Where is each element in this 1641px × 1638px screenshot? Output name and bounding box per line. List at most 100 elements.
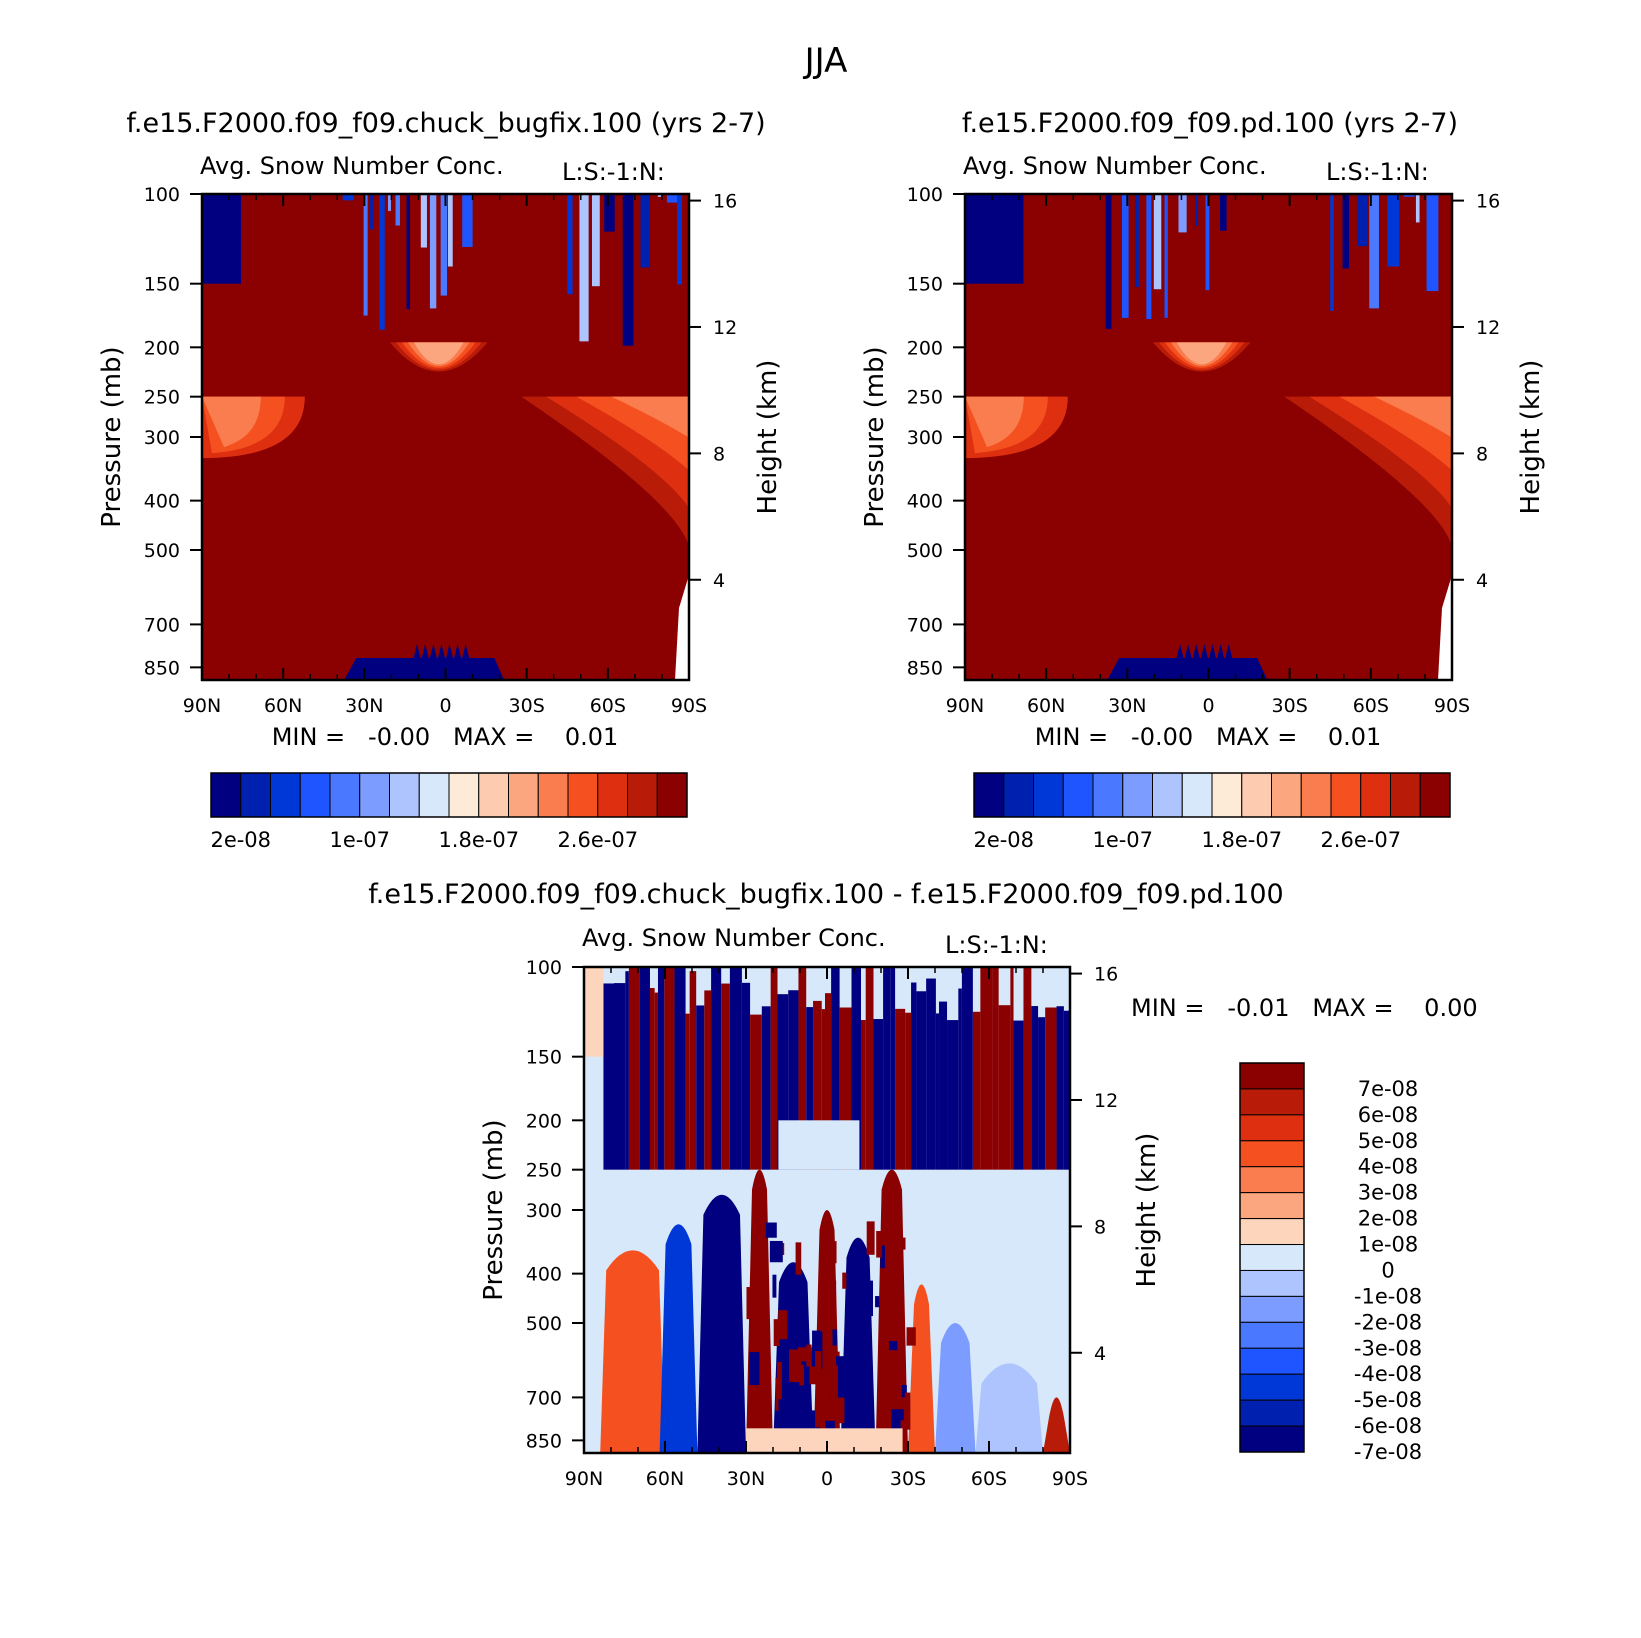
colorbar-box	[240, 772, 271, 818]
diff-band	[908, 1284, 935, 1453]
panel-a-ylabel: Pressure (mb)	[97, 346, 127, 527]
colorbar-box	[1300, 772, 1332, 818]
colorbar-label: 4e-08	[1358, 1155, 1419, 1179]
field-surface-spike	[1200, 643, 1209, 660]
colorbar-box	[1003, 772, 1034, 818]
diff-streak	[935, 1013, 940, 1170]
diff-noise	[861, 1388, 868, 1408]
field-wedge-sh	[576, 396, 689, 515]
colorbar-frame	[1239, 1062, 1305, 1453]
x-tick-label: 30S	[890, 1468, 926, 1490]
field-streak	[657, 194, 662, 197]
y-tick-label: 250	[144, 387, 180, 409]
y-tick-label: 700	[144, 614, 180, 636]
diff-band	[697, 1194, 746, 1453]
diff-band	[1043, 1397, 1070, 1453]
diff-noise	[769, 1240, 783, 1263]
diff-streak	[761, 1006, 771, 1170]
field-surface-spike	[1208, 643, 1217, 660]
x-tick-label: 0	[821, 1468, 833, 1490]
field-streak	[604, 194, 615, 232]
panel-c: f.e15.F2000.f09_f09.chuck_bugfix.100 - f…	[368, 879, 1477, 1490]
y-tick-label: 200	[907, 337, 943, 359]
colorbar-box	[210, 772, 242, 818]
field-wedge-sh	[611, 396, 689, 487]
diff-streak	[831, 967, 840, 1170]
y2-tick-label: 4	[1476, 570, 1488, 592]
field-streak	[677, 194, 682, 285]
colorbar-box	[1239, 1140, 1305, 1168]
field-surface-spike	[1176, 643, 1185, 660]
x-tick-label: 90S	[1434, 695, 1470, 717]
diff-noise	[851, 1387, 858, 1407]
y-tick-label: 400	[144, 491, 180, 513]
panel-b-axes: 90N 60N 30N 0 30S 60S 90S 100 150 200 250 300 400 500…	[907, 184, 1500, 717]
colorbar-label: -1e-08	[1354, 1284, 1422, 1308]
y-tick-label: 100	[526, 957, 562, 979]
field-streak	[1330, 194, 1334, 311]
diff-noise	[797, 1347, 807, 1362]
diff-streak	[674, 967, 686, 1170]
colorbar-label: 1e-07	[329, 828, 390, 852]
panel-b-subtitle: Avg. Snow Number Conc.	[963, 152, 1267, 180]
diff-noise	[757, 1385, 763, 1416]
panel-b-title: f.e15.F2000.f09_f09.pd.100 (yrs 2-7)	[962, 108, 1458, 139]
field-streak	[622, 194, 634, 346]
field-streak	[1426, 194, 1439, 292]
colorbar-box	[448, 772, 480, 818]
field-streak	[591, 194, 600, 287]
y2-tick-label: 12	[1094, 1090, 1118, 1112]
diff-noise	[853, 1339, 859, 1368]
x-tick-label: 90N	[946, 695, 984, 717]
diff-streak	[654, 992, 658, 1170]
field-wedge-nh	[202, 396, 261, 448]
diff-streak	[657, 967, 665, 1170]
x-tick-label: 60S	[590, 695, 626, 717]
colorbar-box	[1239, 1347, 1305, 1375]
diff-noise	[827, 1241, 837, 1264]
diff-noise	[830, 1351, 840, 1384]
diff-streak	[865, 967, 874, 1170]
colorbar-box	[1239, 1088, 1305, 1116]
colorbar-label: 7e-08	[1358, 1077, 1419, 1101]
y2-tick-label: 16	[1094, 964, 1118, 986]
colorbar-label: 3e-08	[1358, 1181, 1419, 1205]
diff-noise	[906, 1327, 916, 1346]
colorbar-box	[1239, 1269, 1305, 1297]
colorbar-label: -4e-08	[1354, 1362, 1422, 1386]
panel-c-plot-area	[584, 967, 1070, 1453]
y-tick-label: 250	[907, 387, 943, 409]
diff-noise	[810, 1410, 816, 1440]
field-streak	[1342, 194, 1350, 269]
diff-noise	[900, 1420, 906, 1451]
colorbar-label: -5e-08	[1354, 1388, 1422, 1412]
diff-noise	[806, 1344, 812, 1367]
diff-noise	[811, 1347, 816, 1367]
diff-noise	[832, 1329, 837, 1346]
colorbar-box	[537, 772, 569, 818]
panel-a-colorbar: 2e-08 1e-07 1.8e-07 2.6e-07	[210, 772, 688, 852]
diff-streak	[788, 990, 799, 1170]
field-streak	[1387, 194, 1400, 267]
y-tick-label: 700	[526, 1387, 562, 1409]
diff-noise	[904, 1392, 911, 1430]
colorbar-box	[299, 772, 331, 818]
diff-streak	[649, 987, 655, 1170]
diff-noise	[844, 1393, 849, 1431]
colorbar-box	[567, 772, 599, 818]
diff-streak	[939, 1001, 948, 1170]
field-streak	[579, 194, 589, 342]
diff-polar-cap	[584, 967, 604, 1057]
diff-streak	[628, 967, 640, 1170]
colorbar-box	[1239, 1244, 1305, 1271]
colorbar-box	[597, 772, 628, 818]
colorbar-box	[1239, 1321, 1305, 1349]
diff-noise	[836, 1356, 847, 1366]
colorbar-box	[1239, 1399, 1305, 1427]
diff-noise	[855, 1310, 859, 1330]
diff-tropic-pale	[778, 1120, 860, 1170]
x-tick-label: 90N	[565, 1468, 603, 1490]
diff-streak	[926, 978, 936, 1170]
diff-band	[659, 1224, 698, 1453]
panel-b-stats: MIN = -0.00 MAX = 0.01	[1035, 723, 1382, 751]
